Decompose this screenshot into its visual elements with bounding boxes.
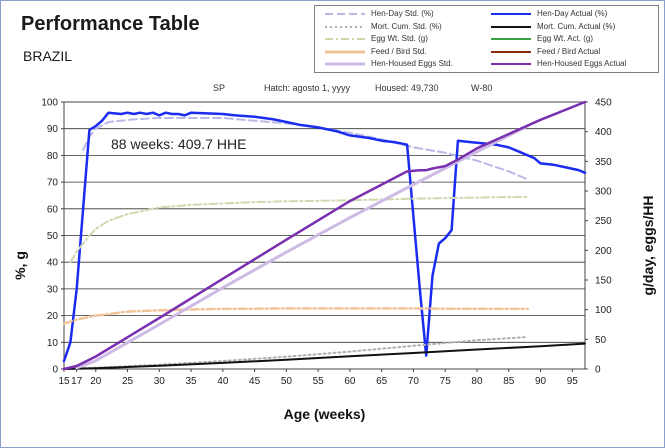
series-line	[62, 100, 587, 371]
y-tick-label: 100	[41, 98, 58, 109]
x-tick-label: 20	[90, 376, 102, 387]
y-axis-label: %, g	[12, 251, 28, 280]
x-tick-label: 75	[440, 376, 452, 387]
legend-label: Feed / Bird Actual	[537, 46, 601, 56]
y2-tick-label: 0	[595, 365, 601, 376]
series-line	[63, 342, 586, 370]
x-axis-label: Age (weeks)	[284, 406, 366, 422]
x-tick-label: 15	[58, 376, 70, 387]
x-tick-label: 55	[313, 376, 325, 387]
series-line	[82, 117, 529, 181]
series-line	[69, 195, 529, 264]
series-group	[62, 100, 587, 371]
housed-label: Housed: 49,730	[375, 83, 439, 93]
legend-swatch	[491, 38, 531, 40]
legend-swatch	[325, 25, 365, 28]
y-tick-label: 50	[47, 231, 59, 242]
y2-tick-label: 150	[595, 276, 612, 287]
legend-label: Feed / Bird Std.	[371, 46, 427, 56]
y-tick-label: 10	[47, 338, 59, 349]
legend-label: Mort. Cum. Std. (%)	[371, 21, 442, 31]
strain-label: SP	[213, 83, 226, 93]
y-tick-label: 0	[52, 365, 58, 376]
y-tick-label: 80	[47, 151, 59, 162]
x-tick-label: 80	[471, 376, 483, 387]
y2-tick-label: 250	[595, 216, 612, 227]
x-tick-label: 60	[344, 376, 356, 387]
legend-label: Mort. Cum. Actual (%)	[537, 21, 616, 31]
week-label: W-80	[471, 83, 493, 93]
x-tick-label: 85	[503, 376, 515, 387]
x-tick-label: 50	[281, 376, 293, 387]
y2-tick-label: 450	[595, 98, 612, 109]
x-tick-label: 17	[71, 376, 83, 387]
y2-tick-label: 200	[595, 246, 612, 257]
y2-tick-label: 400	[595, 127, 612, 138]
y2-tick-label: 350	[595, 157, 612, 168]
x-tick-label: 70	[408, 376, 420, 387]
series-line	[63, 336, 529, 370]
legend-label: Hen-Day Actual (%)	[537, 9, 608, 18]
hatch-label: Hatch: agosto 1, yyyy	[264, 83, 351, 93]
legend-label: Egg Wt. Std. (g)	[371, 34, 428, 43]
legend-swatch	[325, 50, 365, 53]
legend-swatch	[325, 13, 365, 15]
y2-tick-label: 300	[595, 187, 612, 198]
x-tick-label: 25	[122, 376, 134, 387]
y-tick-label: 20	[47, 311, 59, 322]
legend-label: Hen-Housed Eggs Std.	[371, 59, 453, 68]
chart-title: Performance Table	[21, 13, 200, 35]
x-tick-label: 45	[249, 376, 261, 387]
x-tick-label: 90	[535, 376, 547, 387]
series-line	[75, 124, 530, 370]
legend-swatch	[491, 63, 531, 65]
series-line	[62, 307, 530, 325]
legend-swatch	[491, 13, 531, 15]
chart-legend: Hen-Day Std. (%) Hen-Day Actual (%) Mort. …	[314, 5, 659, 73]
legend-label: Hen-Day Std. (%)	[371, 9, 434, 18]
chart-subtitle: BRAZIL	[23, 48, 73, 64]
y-tick-label: 60	[47, 204, 59, 215]
legend-swatch	[325, 62, 365, 66]
y2-tick-label: 100	[595, 305, 612, 316]
y-tick-label: 70	[47, 178, 59, 189]
x-tick-label: 35	[186, 376, 198, 387]
legend-label: Hen-Housed Eggs Actual	[537, 59, 627, 68]
legend-swatch	[325, 38, 365, 40]
x-tick-label: 30	[154, 376, 166, 387]
y-tick-label: 90	[47, 124, 59, 135]
x-tick-label: 40	[217, 376, 229, 387]
y-tick-label: 40	[47, 258, 59, 269]
legend-label: Egg Wt. Act. (g)	[537, 34, 594, 43]
y2-axis-label: g/day, eggs/HH	[640, 195, 656, 295]
legend-swatch	[491, 50, 531, 53]
x-tick-label: 65	[376, 376, 388, 387]
y2-tick-label: 50	[595, 335, 607, 346]
y-tick-label: 30	[47, 284, 59, 295]
chart-annotation: 88 weeks: 409.7 HHE	[111, 136, 246, 152]
x-tick-label: 95	[567, 376, 579, 387]
legend-swatch	[491, 25, 531, 28]
